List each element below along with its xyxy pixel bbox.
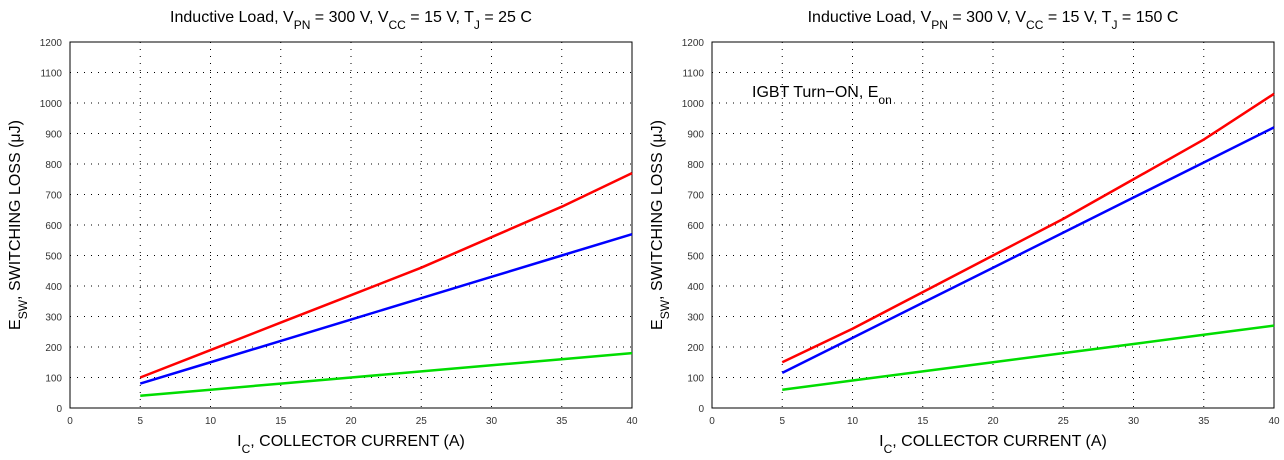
x-tick-label: 5 — [137, 416, 143, 427]
x-axis-label-part: , COLLECTOR CURRENT (A) — [892, 433, 1107, 450]
y-tick-label: 400 — [45, 282, 62, 293]
plot-frame — [711, 41, 1275, 409]
plot-frame — [69, 41, 633, 409]
y-tick-label: 100 — [687, 374, 704, 385]
x-tick-label: 15 — [917, 416, 929, 427]
x-tick-label: 25 — [1058, 416, 1070, 427]
y-tick-label: 400 — [687, 282, 704, 293]
x-axis-label-part: , COLLECTOR CURRENT (A) — [250, 433, 465, 450]
x-tick-label: 0 — [709, 416, 715, 427]
x-tick-label: 15 — [275, 416, 287, 427]
series-line — [139, 232, 633, 385]
x-tick-label: 0 — [67, 416, 73, 427]
y-tick-label: 900 — [687, 130, 704, 141]
chart-title-part: CC — [1026, 18, 1044, 32]
y-tick-label: 1000 — [682, 99, 705, 110]
y-tick-label: 1000 — [40, 99, 63, 110]
x-tick-label: 5 — [779, 416, 785, 427]
y-tick-label: 300 — [45, 313, 62, 324]
y-tick-label: 1200 — [40, 38, 63, 49]
x-tick-label: 35 — [1198, 416, 1210, 427]
x-tick-label: 10 — [205, 416, 217, 427]
chart-title-part: = 150 C — [1117, 9, 1178, 26]
y-tick-label: 500 — [687, 252, 704, 263]
y-tick-label: 900 — [45, 130, 62, 141]
y-tick-label: 1100 — [40, 69, 62, 80]
y-tick-label: 300 — [687, 313, 704, 324]
y-axis-label-part: SW — [16, 299, 30, 319]
x-tick-label: 20 — [345, 416, 357, 427]
x-axis-label: IC, COLLECTOR CURRENT (A) — [237, 433, 465, 456]
x-axis-label-part: C — [884, 442, 893, 456]
series-line — [139, 172, 633, 379]
y-axis-label-part: , SWITCHING LOSS (μJ) — [7, 120, 24, 300]
y-tick-label: 600 — [687, 221, 704, 232]
annotation-part: IGBT Turn−ON, E — [752, 84, 878, 101]
y-tick-label: 800 — [687, 160, 704, 171]
x-tick-label: 10 — [847, 416, 859, 427]
x-axis-label: IC, COLLECTOR CURRENT (A) — [879, 433, 1107, 456]
series-line — [781, 92, 1275, 364]
series-line — [140, 351, 633, 398]
chart-title-part: J — [1111, 18, 1117, 32]
y-tick-label: 1100 — [682, 69, 704, 80]
y-tick-label: 1200 — [682, 38, 705, 49]
series-line — [782, 324, 1275, 391]
x-tick-label: 20 — [987, 416, 999, 427]
chart-title: Inductive Load, VPN = 300 V, VCC = 15 V,… — [808, 9, 1179, 32]
y-axis-label-part: SW — [658, 299, 672, 319]
chart-title-part: PN — [294, 18, 311, 32]
chart-title-part: PN — [931, 18, 948, 32]
x-tick-label: 35 — [556, 416, 568, 427]
y-axis-label-part: E — [7, 319, 24, 330]
y-tick-label: 700 — [45, 191, 62, 202]
y-axis-label: ESW, SWITCHING LOSS (μJ) — [649, 120, 672, 330]
y-axis-label-part: E — [649, 319, 666, 330]
annotation-part: on — [878, 93, 891, 107]
y-tick-label: 100 — [45, 374, 62, 385]
y-tick-label: 700 — [687, 191, 704, 202]
y-tick-label: 600 — [45, 221, 62, 232]
series-line — [781, 126, 1275, 375]
chart-title-part: Inductive Load, V — [808, 9, 932, 26]
y-axis-label: ESW, SWITCHING LOSS (μJ) — [7, 120, 30, 330]
y-tick-label: 200 — [687, 343, 704, 354]
chart-title-part: = 15 V, T — [1043, 9, 1111, 26]
x-tick-label: 30 — [486, 416, 498, 427]
x-axis-label-part: I — [237, 433, 241, 450]
chart-title-part: Inductive Load, V — [170, 9, 294, 26]
chart-title-part: CC — [389, 18, 407, 32]
chart-title-part: = 25 C — [480, 9, 532, 26]
annotation: IGBT Turn−ON, Eon — [752, 84, 892, 107]
x-axis-label-part: I — [879, 433, 883, 450]
y-tick-label: 800 — [45, 160, 62, 171]
chart-title: Inductive Load, VPN = 300 V, VCC = 15 V,… — [170, 9, 532, 32]
x-axis-label-part: C — [242, 442, 251, 456]
chart: Inductive Load, VPN = 300 V, VCC = 15 V,… — [7, 9, 638, 456]
x-tick-label: 40 — [1268, 416, 1280, 427]
chart-title-part: = 15 V, T — [406, 9, 474, 26]
y-tick-label: 0 — [698, 404, 704, 415]
chart-title-part: = 300 V, V — [948, 9, 1026, 26]
y-tick-label: 500 — [45, 252, 62, 263]
chart-title-part: = 300 V, V — [310, 9, 388, 26]
x-tick-label: 25 — [416, 416, 428, 427]
x-tick-label: 30 — [1128, 416, 1140, 427]
y-tick-label: 0 — [56, 404, 62, 415]
y-tick-label: 200 — [45, 343, 62, 354]
x-tick-label: 40 — [626, 416, 638, 427]
chart: Inductive Load, VPN = 300 V, VCC = 15 V,… — [649, 9, 1280, 456]
y-axis-label-part: , SWITCHING LOSS (μJ) — [649, 120, 666, 300]
chart-title-part: J — [474, 18, 480, 32]
